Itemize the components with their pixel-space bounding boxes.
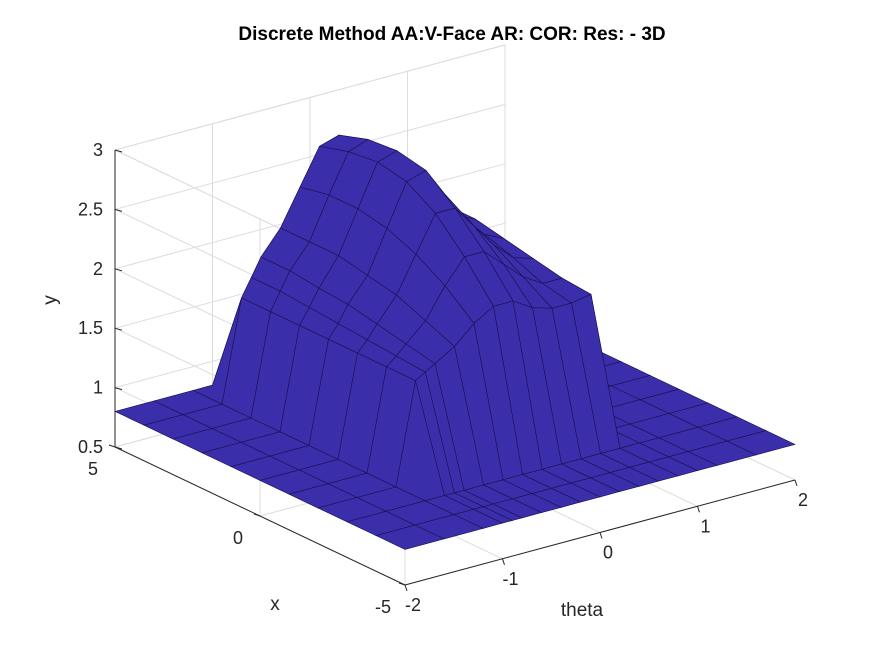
x-tick-label: 5 xyxy=(88,459,98,479)
theta-tick-label: 1 xyxy=(700,516,710,536)
theta-tick xyxy=(502,558,505,565)
axes-box xyxy=(108,149,798,592)
theta-tick-label: 0 xyxy=(603,543,613,563)
y-tick xyxy=(114,327,123,331)
x-axis-label: x xyxy=(270,594,280,615)
theta-tick xyxy=(697,506,700,513)
y-tick-label: 1.5 xyxy=(78,318,103,338)
theta-tick-label: -1 xyxy=(502,569,518,589)
tick-labels: -2 -1 0 1 2 -5 0 50.5 1 1.5 2 2.5 3 xyxy=(78,140,808,617)
x-tick xyxy=(398,582,406,586)
y-tick xyxy=(114,446,123,450)
chart-title: Discrete Method AA:V-Face AR: COR: Res: … xyxy=(238,24,665,45)
y-tick xyxy=(114,387,123,391)
theta-tick xyxy=(404,584,408,592)
y-tick-label: 2 xyxy=(93,259,103,279)
y-tick-label: 1 xyxy=(93,378,103,398)
theta-tick-label: 2 xyxy=(798,490,808,510)
y-axis-label: y xyxy=(40,295,61,305)
y-tick-label: 2.5 xyxy=(78,199,103,219)
y-tick xyxy=(114,208,123,212)
y-tick-label: 0.5 xyxy=(78,437,103,457)
x-tick-label: -5 xyxy=(375,597,391,617)
y-tick xyxy=(114,268,123,272)
surface-facet xyxy=(375,524,445,550)
y-tick xyxy=(114,149,123,153)
y-tick-label: 3 xyxy=(93,140,103,160)
theta-tick xyxy=(599,532,603,539)
grid-line xyxy=(114,44,506,151)
surface-plot xyxy=(114,134,796,550)
theta-tick-label: -2 xyxy=(405,595,421,615)
theta-axis-label: theta xyxy=(561,600,604,621)
theta-tick xyxy=(794,479,798,487)
x-tick xyxy=(108,444,116,448)
x-tick xyxy=(253,513,261,517)
x-tick-label: 0 xyxy=(233,528,243,548)
